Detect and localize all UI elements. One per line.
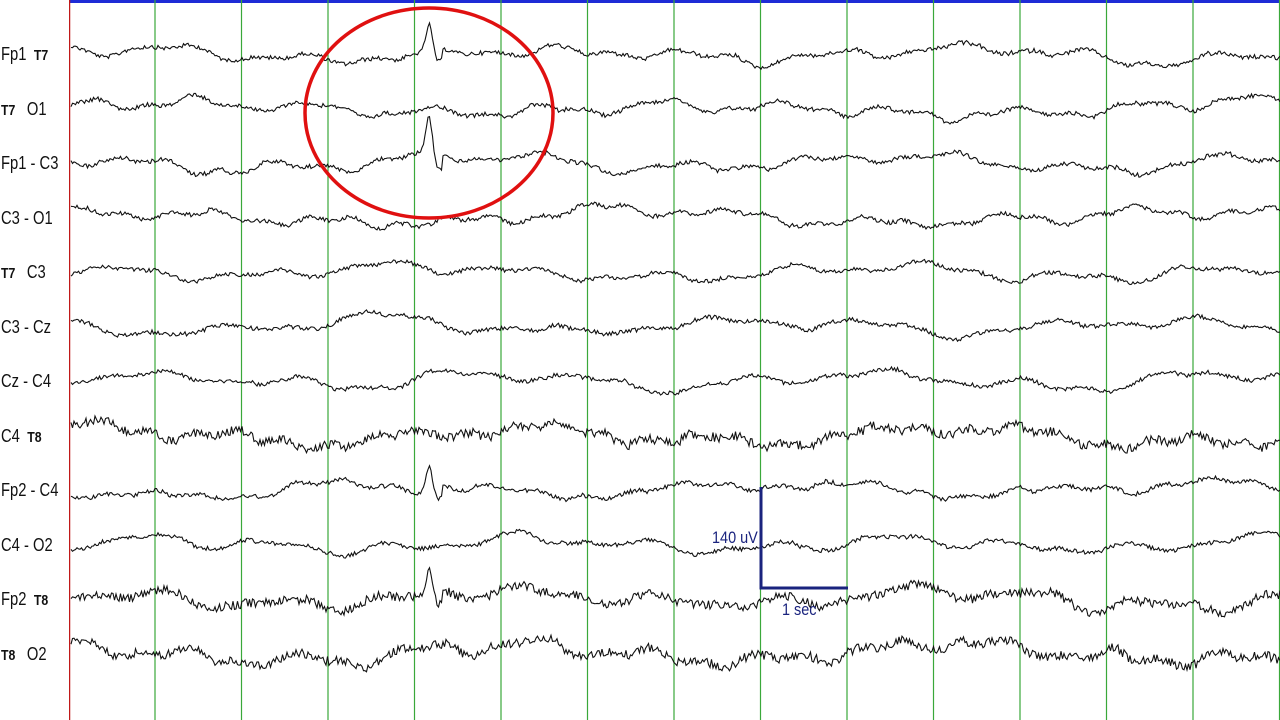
eeg-trace: [70, 566, 1280, 618]
eeg-trace: [70, 92, 1280, 125]
channel-label: C4 T8: [1, 425, 42, 446]
channel-label: Fp2 - C4: [1, 480, 59, 500]
annotation-overlay: [303, 6, 848, 590]
eeg-trace: [70, 258, 1280, 286]
calibration-scale-bar: [759, 487, 848, 590]
channel-label: T7 O1: [1, 98, 47, 119]
spike-highlight-ellipse: [303, 6, 555, 220]
time-scale-label: 1 sec: [782, 600, 817, 619]
time-grid: [69, 0, 1280, 720]
eeg-trace-area: 140 uV 1 sec: [69, 0, 1280, 720]
channel-label: Fp1 - C3: [1, 153, 59, 173]
eeg-trace: [70, 21, 1280, 71]
channel-label: Fp2 T8: [1, 589, 49, 609]
channel-label: C3 - Cz: [1, 316, 52, 337]
eeg-trace: [70, 464, 1280, 503]
channel-label: T8 O2: [1, 643, 47, 664]
eeg-trace: [70, 365, 1280, 396]
eeg-trace: [70, 115, 1280, 178]
eeg-trace: [70, 309, 1280, 343]
amplitude-scale-label: 140 uV: [712, 528, 758, 547]
channel-label: C3 - O1: [1, 207, 53, 228]
channel-label: C4 - O2: [1, 534, 53, 555]
eeg-trace: [70, 414, 1280, 455]
channel-label: Fp1 T7: [1, 44, 49, 64]
channel-label: T7 C3: [1, 262, 46, 282]
channel-label: Cz - C4: [1, 371, 52, 391]
channel-label-panel: Fp1 T7 T7 O1 Fp1 - C3 C3 - O1 T7 C3 C3 - Cz Cz …: [0, 0, 69, 720]
eeg-trace: [70, 528, 1280, 559]
eeg-montage-svg: [69, 0, 1280, 720]
eeg-traces: [70, 21, 1280, 673]
eeg-trace: [70, 633, 1280, 673]
eeg-trace: [70, 201, 1280, 231]
